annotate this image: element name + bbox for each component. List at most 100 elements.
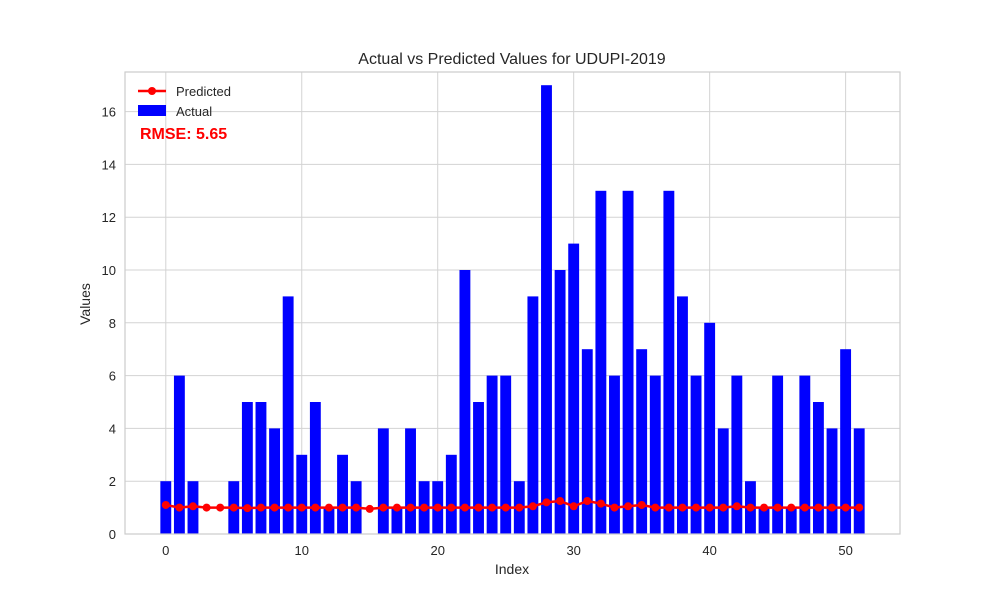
y-tick-label: 0: [109, 527, 116, 542]
actual-bar: [486, 375, 498, 534]
predicted-point: [828, 503, 837, 512]
predicted-point: [270, 503, 279, 512]
actual-bar: [296, 454, 308, 534]
actual-bar: [527, 296, 539, 534]
predicted-point: [188, 502, 197, 511]
gridlines: [125, 72, 900, 535]
predicted-point: [787, 503, 796, 512]
predicted-point: [773, 503, 782, 512]
predicted-point: [855, 503, 864, 512]
predicted-point: [569, 502, 578, 511]
actual-bars: [160, 85, 865, 535]
y-tick-label: 14: [102, 157, 116, 172]
predicted-point: [352, 503, 361, 512]
actual-bar: [622, 190, 634, 535]
actual-bar: [309, 402, 321, 534]
y-tick-label: 16: [102, 105, 116, 120]
predicted-point: [624, 502, 633, 511]
legend: Predicted Actual: [138, 84, 231, 119]
predicted-point: [202, 503, 211, 512]
actual-bar: [826, 428, 838, 534]
predicted-point: [406, 503, 415, 512]
actual-bar: [581, 349, 593, 534]
predicted-point: [175, 503, 184, 512]
actual-bar: [337, 454, 348, 534]
predicted-series-line: [165, 499, 860, 511]
predicted-point: [460, 503, 469, 512]
predicted-point: [705, 503, 714, 512]
predicted-point: [800, 503, 809, 512]
actual-bar: [500, 375, 512, 534]
y-tick-label: 6: [109, 369, 116, 384]
y-tick-label: 12: [102, 210, 116, 225]
predicted-point: [664, 503, 673, 512]
predicted-point: [542, 498, 551, 507]
predicted-point: [365, 504, 374, 513]
actual-bar: [473, 402, 484, 534]
predicted-point: [841, 503, 850, 512]
actual-bar: [595, 190, 607, 535]
predicted-point: [284, 503, 293, 512]
predicted-point: [610, 503, 619, 512]
predicted-line: [161, 497, 864, 513]
predicted-point: [637, 500, 646, 509]
x-tick-labels: 0 10 20 30 40 50: [162, 543, 853, 558]
predicted-point: [420, 503, 429, 512]
actual-bar: [405, 428, 416, 534]
predicted-point: [256, 503, 265, 512]
predicted-point: [528, 502, 537, 511]
legend-actual-swatch: [138, 105, 166, 116]
x-tick-label: 30: [566, 543, 580, 558]
predicted-point: [379, 503, 388, 512]
predicted-point: [392, 503, 401, 512]
legend-actual-label: Actual: [176, 104, 212, 119]
x-tick-label: 0: [162, 543, 169, 558]
x-tick-label: 40: [702, 543, 716, 558]
predicted-point: [229, 503, 238, 512]
predicted-point: [161, 500, 170, 509]
predicted-point: [216, 503, 225, 512]
predicted-point: [297, 503, 306, 512]
predicted-point: [746, 503, 755, 512]
predicted-point: [651, 503, 660, 512]
predicted-point: [732, 502, 741, 511]
actual-bar: [717, 428, 729, 534]
actual-bar: [799, 375, 811, 534]
predicted-point: [433, 503, 442, 512]
predicted-point: [760, 503, 769, 512]
actual-bar: [649, 375, 661, 534]
x-axis-label: Index: [495, 561, 529, 577]
predicted-point: [515, 503, 524, 512]
actual-bar: [541, 85, 552, 534]
actual-bar: [840, 349, 852, 534]
actual-bar: [853, 428, 865, 534]
legend-predicted-marker: [148, 87, 156, 95]
actual-bar: [554, 270, 566, 534]
y-tick-labels: 0 2 4 6 8 10 12 14 16: [102, 105, 116, 542]
predicted-point: [447, 503, 456, 512]
actual-bar: [785, 507, 797, 534]
predicted-point: [338, 503, 347, 512]
plot-frame: [124, 71, 901, 535]
y-tick-label: 2: [109, 474, 116, 489]
chart-title: Actual vs Predicted Values for UDUPI-201…: [358, 51, 666, 68]
predicted-point: [474, 503, 483, 512]
actual-bar: [609, 375, 620, 534]
actual-bar: [731, 375, 743, 534]
predicted-point: [678, 503, 687, 512]
x-tick-label: 50: [838, 543, 852, 558]
actual-bar: [677, 296, 688, 534]
actual-bar: [812, 402, 824, 534]
predicted-point: [311, 503, 320, 512]
actual-bar: [690, 375, 702, 534]
actual-bar: [663, 190, 675, 535]
actual-bar: [459, 270, 471, 534]
actual-bar: [758, 507, 770, 534]
y-tick-label: 10: [102, 263, 116, 278]
legend-predicted-label: Predicted: [176, 84, 231, 99]
actual-bar: [377, 428, 389, 534]
x-tick-label: 10: [295, 543, 309, 558]
actual-bar: [704, 322, 716, 534]
